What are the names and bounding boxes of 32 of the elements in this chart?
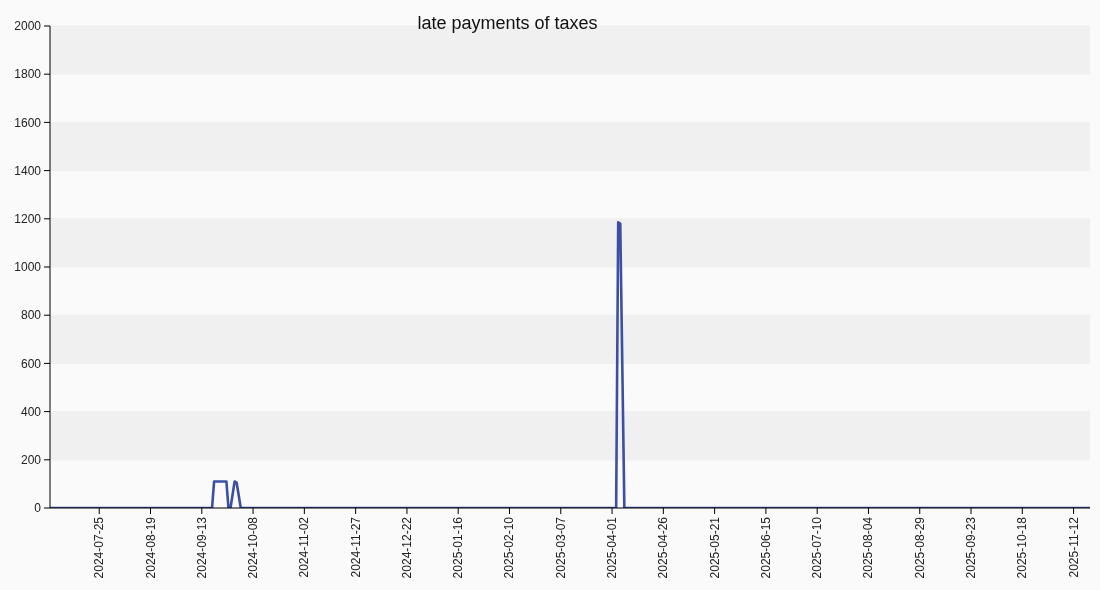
y-tick-label: 1000: [14, 260, 42, 275]
x-tick-label: 2025-03-07: [553, 516, 568, 579]
y-tick-label: 800: [20, 308, 42, 323]
y-tick-label: 200: [20, 453, 42, 468]
x-tick-label: 2024-10-08: [246, 516, 261, 579]
y-tick-label: 400: [20, 404, 42, 419]
x-tick-label: 2025-04-01: [605, 516, 620, 579]
x-tick-label: 2025-04-26: [656, 516, 671, 579]
x-tick-label: 2024-07-25: [92, 516, 107, 579]
y-tick-label: 1800: [14, 67, 42, 82]
y-tick-label: 1400: [14, 163, 42, 178]
x-tick-label: 2025-05-21: [707, 516, 722, 579]
x-tick-label: 2025-08-04: [861, 516, 876, 579]
x-tick-label: 2024-09-13: [194, 516, 209, 579]
x-tick-label: 2025-10-18: [1015, 516, 1030, 579]
x-tick-label: 2024-12-22: [399, 516, 414, 579]
y-tick-label: 600: [20, 356, 42, 371]
y-tick-label: 0: [34, 501, 42, 516]
y-tick-label: 1200: [14, 212, 42, 227]
y-tick-label: 2000: [14, 19, 42, 34]
x-tick-label: 2025-07-10: [810, 516, 825, 579]
x-tick-label: 2024-11-27: [348, 516, 363, 578]
y-tick-label: 1600: [14, 115, 42, 130]
x-tick-label: 2025-11-12: [1066, 516, 1081, 578]
x-tick-label: 2025-06-15: [758, 516, 773, 579]
x-tick-label: 2024-08-19: [143, 516, 158, 579]
x-tick-label: 2025-02-10: [502, 516, 517, 579]
x-tick-label: 2025-01-16: [451, 516, 466, 579]
x-tick-label: 2025-09-23: [964, 516, 979, 579]
x-tick-label: 2025-08-29: [912, 516, 927, 579]
x-tick-label: 2024-11-02: [297, 516, 312, 578]
chart-title: late payments of taxes: [417, 12, 598, 34]
